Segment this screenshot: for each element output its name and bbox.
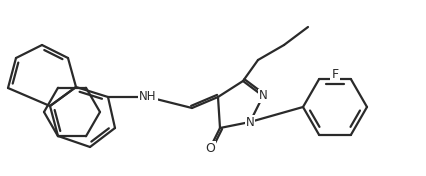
Text: NH: NH — [139, 90, 156, 103]
Text: F: F — [331, 68, 338, 81]
Text: N: N — [258, 90, 267, 102]
Text: O: O — [204, 142, 214, 155]
Text: N: N — [245, 115, 254, 128]
